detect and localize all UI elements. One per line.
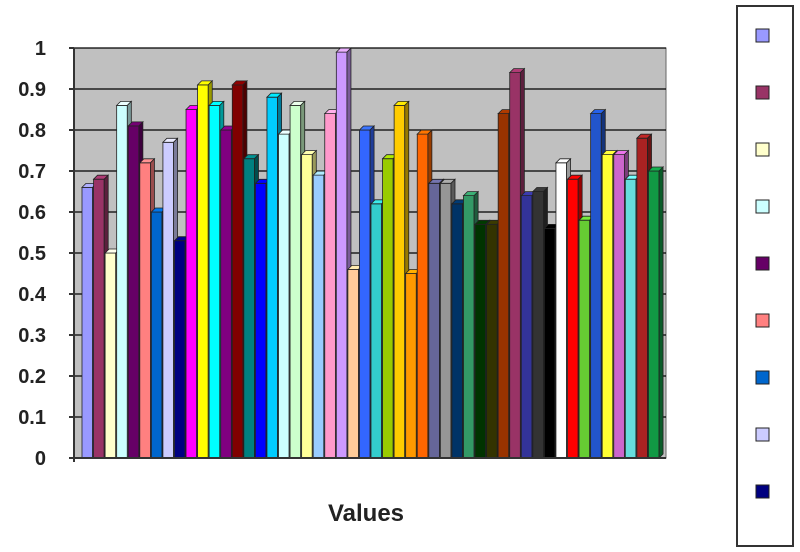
bar-front — [312, 174, 325, 459]
legend-swatch — [755, 427, 770, 442]
bar-front — [127, 125, 140, 459]
bar-front — [220, 129, 232, 459]
y-tick-label: 0 — [35, 448, 46, 470]
y-tick-label: 0.4 — [18, 284, 47, 306]
bar-front — [393, 105, 406, 459]
bar-front — [613, 154, 625, 459]
bar-front — [544, 227, 556, 459]
y-tick-label: 1 — [35, 38, 46, 60]
bar-front — [497, 113, 510, 459]
bar-front — [439, 182, 452, 459]
legend-swatch — [755, 142, 770, 157]
bar-front — [81, 186, 94, 459]
bar-front — [278, 133, 290, 459]
bar-front — [243, 158, 255, 459]
bar-front — [416, 133, 429, 459]
bar — [647, 166, 665, 459]
bar-front — [474, 223, 487, 459]
bar-front — [174, 240, 186, 459]
bar-front — [231, 84, 244, 459]
legend-swatch — [755, 85, 770, 100]
y-tick-label: 0.8 — [18, 120, 46, 142]
bar-front — [624, 178, 637, 459]
y-tick-label: 0.6 — [18, 202, 46, 224]
legend-swatch — [755, 313, 770, 328]
bar-front — [648, 170, 660, 459]
bar-front — [347, 268, 359, 459]
bar-front — [509, 72, 521, 459]
y-tick-label: 0.3 — [18, 325, 46, 347]
bar-front — [150, 211, 163, 459]
bar-front — [197, 84, 209, 459]
legend-swatch — [755, 370, 770, 385]
bar-front — [185, 109, 198, 459]
bar-front — [636, 137, 648, 459]
bar-front — [520, 195, 533, 459]
bar-front — [254, 182, 267, 459]
bar-front — [370, 203, 383, 459]
bar-front — [382, 158, 394, 459]
legend-swatch — [755, 199, 770, 214]
bar-front — [463, 195, 475, 459]
bar-front — [139, 162, 151, 459]
bar-front — [208, 105, 221, 459]
bar-front — [301, 154, 313, 459]
y-tick-label: 0.5 — [18, 243, 46, 265]
bar-front — [578, 219, 591, 459]
bar-front — [532, 191, 544, 459]
bar-front — [335, 51, 348, 459]
bar-front — [104, 252, 117, 459]
y-tick-label: 0.7 — [18, 161, 46, 183]
bar-front — [590, 113, 602, 459]
bar-front — [486, 223, 498, 459]
legend-swatch — [755, 256, 770, 271]
bar-front — [555, 162, 567, 459]
bar-front — [93, 178, 105, 459]
y-axis-ticks: 0 0.1 0.2 0.3 0.4 0.5 0.6 0.7 0.8 0.9 1 — [18, 38, 74, 470]
legend-swatch — [755, 28, 770, 43]
bar-side — [658, 166, 664, 459]
bars — [81, 47, 665, 459]
bar-front — [405, 273, 417, 459]
bar-front — [567, 178, 579, 459]
y-tick-label: 0.9 — [18, 79, 46, 101]
legend-swatch — [755, 484, 770, 499]
bar-front — [116, 105, 128, 459]
y-tick-label: 0.1 — [18, 407, 46, 429]
legend — [755, 28, 770, 499]
bar-front — [266, 96, 278, 459]
bar-front — [289, 105, 302, 459]
bar-front — [324, 113, 336, 459]
y-tick-label: 0.2 — [18, 366, 46, 388]
bar-front — [601, 154, 614, 459]
bar-front — [359, 129, 371, 459]
x-axis-title: Values — [328, 500, 404, 527]
bar-front — [451, 203, 463, 459]
bar-front — [162, 141, 174, 459]
bar-front — [428, 182, 440, 459]
